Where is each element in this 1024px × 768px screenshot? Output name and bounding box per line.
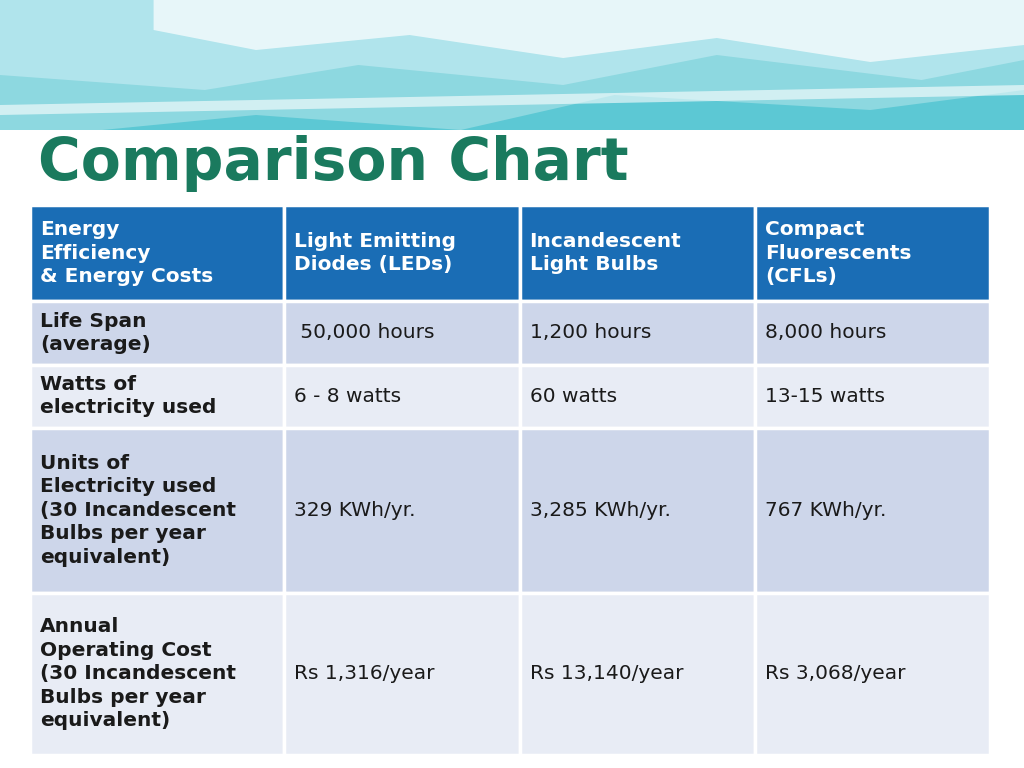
Bar — [30, 205, 285, 301]
Text: Units of
Electricity used
(30 Incandescent
Bulbs per year
equivalent): Units of Electricity used (30 Incandesce… — [40, 454, 236, 567]
Text: Rs 1,316/year: Rs 1,316/year — [295, 664, 435, 684]
Text: Compact
Fluorescents
(CFLs): Compact Fluorescents (CFLs) — [765, 220, 911, 286]
Bar — [30, 593, 285, 755]
Polygon shape — [0, 0, 1024, 140]
Text: Rs 3,068/year: Rs 3,068/year — [765, 664, 905, 684]
Text: 13-15 watts: 13-15 watts — [765, 386, 885, 406]
Bar — [519, 205, 755, 301]
Bar — [519, 593, 755, 755]
Bar — [755, 593, 990, 755]
Text: Comparison Chart: Comparison Chart — [38, 134, 629, 191]
Text: Energy
Efficiency
& Energy Costs: Energy Efficiency & Energy Costs — [40, 220, 213, 286]
Bar — [285, 428, 519, 593]
Bar — [755, 205, 990, 301]
Bar — [755, 428, 990, 593]
Text: 50,000 hours: 50,000 hours — [295, 323, 435, 343]
Bar — [285, 301, 519, 365]
Bar — [285, 593, 519, 755]
Polygon shape — [0, 0, 1024, 140]
Text: Annual
Operating Cost
(30 Incandescent
Bulbs per year
equivalent): Annual Operating Cost (30 Incandescent B… — [40, 617, 236, 730]
Bar — [755, 365, 990, 428]
Bar — [30, 428, 285, 593]
Text: 767 KWh/yr.: 767 KWh/yr. — [765, 501, 886, 520]
Bar — [285, 365, 519, 428]
Text: Light Emitting
Diodes (LEDs): Light Emitting Diodes (LEDs) — [295, 232, 457, 274]
Bar — [519, 365, 755, 428]
Text: Watts of
electricity used: Watts of electricity used — [40, 375, 216, 417]
Polygon shape — [0, 85, 1024, 115]
Bar — [285, 205, 519, 301]
Text: Rs 13,140/year: Rs 13,140/year — [529, 664, 683, 684]
Text: 8,000 hours: 8,000 hours — [765, 323, 886, 343]
Text: Incandescent
Light Bulbs: Incandescent Light Bulbs — [529, 232, 681, 274]
Text: 60 watts: 60 watts — [529, 386, 616, 406]
Text: 3,285 KWh/yr.: 3,285 KWh/yr. — [529, 501, 671, 520]
Text: 6 - 8 watts: 6 - 8 watts — [295, 386, 401, 406]
Polygon shape — [0, 0, 1024, 90]
Bar — [30, 301, 285, 365]
Polygon shape — [154, 0, 1024, 62]
Text: Life Span
(average): Life Span (average) — [40, 312, 151, 354]
Text: 1,200 hours: 1,200 hours — [529, 323, 651, 343]
Bar — [519, 301, 755, 365]
Bar — [755, 301, 990, 365]
Text: 329 KWh/yr.: 329 KWh/yr. — [295, 501, 416, 520]
Bar — [0, 130, 1024, 768]
Bar — [30, 365, 285, 428]
Bar — [519, 428, 755, 593]
